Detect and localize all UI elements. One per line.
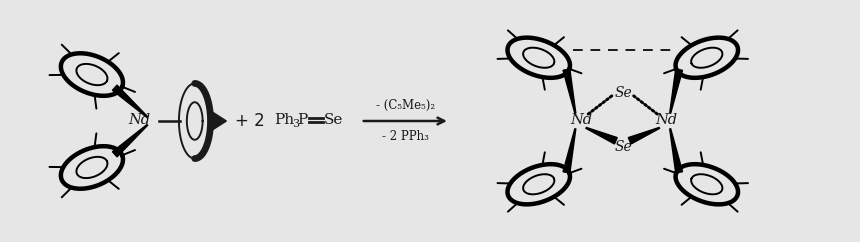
Text: 3: 3 — [292, 119, 300, 129]
Polygon shape — [586, 128, 617, 144]
Text: Ph: Ph — [273, 113, 294, 127]
Text: + 2: + 2 — [236, 112, 265, 130]
Text: Nd: Nd — [570, 113, 593, 127]
Text: Se: Se — [615, 86, 633, 100]
Polygon shape — [113, 125, 148, 157]
Polygon shape — [563, 69, 576, 113]
Polygon shape — [629, 128, 660, 144]
Text: Se: Se — [324, 113, 344, 127]
Text: Se: Se — [615, 140, 633, 154]
Polygon shape — [670, 69, 683, 113]
Polygon shape — [563, 129, 576, 173]
Text: Nd: Nd — [128, 113, 150, 127]
Polygon shape — [212, 112, 226, 130]
Polygon shape — [113, 85, 148, 117]
Text: - 2 PPh₃: - 2 PPh₃ — [382, 130, 429, 143]
Text: P: P — [298, 113, 308, 127]
Polygon shape — [670, 129, 683, 173]
Text: - (C₅Me₅)₂: - (C₅Me₅)₂ — [376, 99, 435, 112]
Text: Nd: Nd — [655, 113, 678, 127]
